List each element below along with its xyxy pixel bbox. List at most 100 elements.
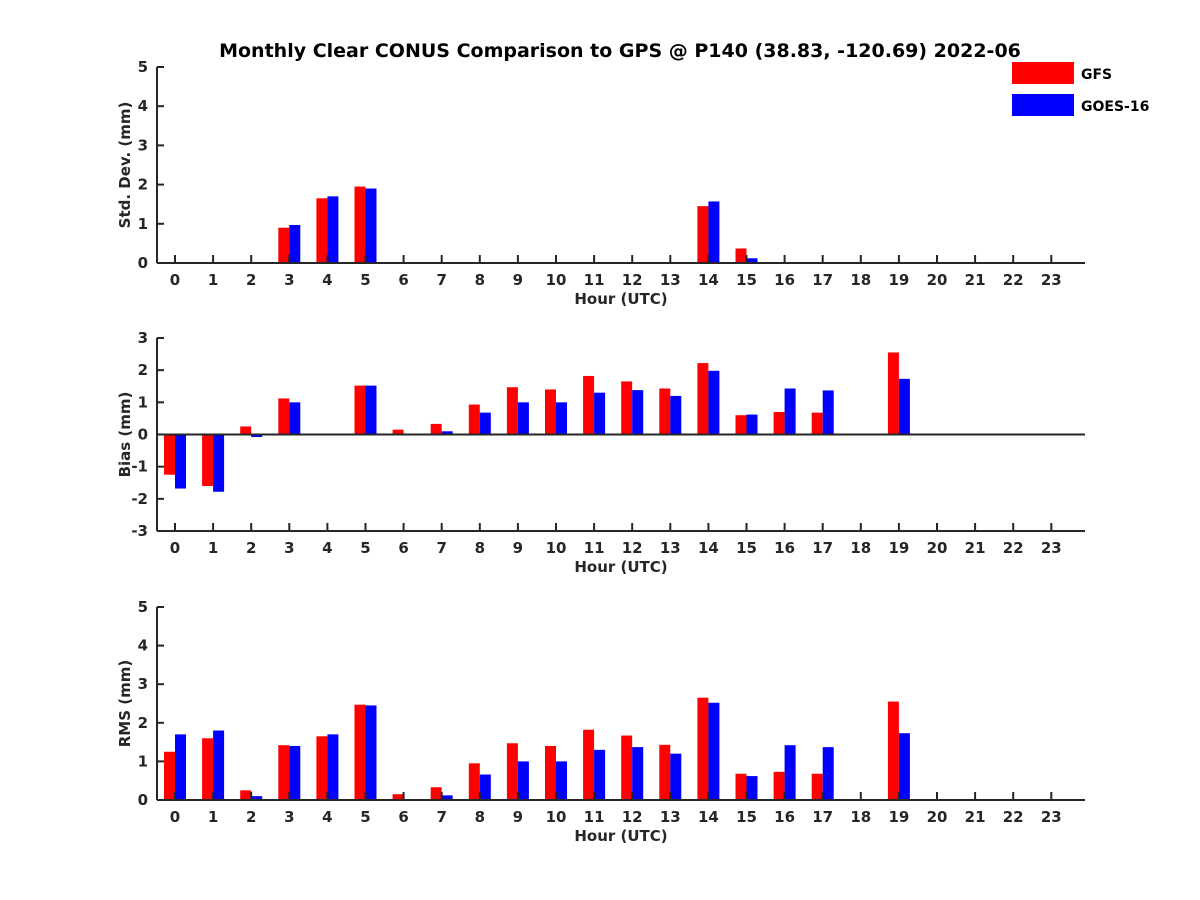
y-tick-label: -1 [131, 458, 148, 476]
bar-gfs-hour-5 [354, 186, 366, 263]
y-tick-label: 4 [138, 97, 148, 115]
x-tick-label: 18 [850, 271, 871, 289]
x-tick-label: 22 [1003, 808, 1024, 826]
bar-gfs-hour-11 [583, 729, 595, 800]
bar-goes16-hour-13 [670, 753, 682, 800]
bar-gfs-hour-8 [468, 404, 480, 435]
x-tick-label: 15 [736, 808, 757, 826]
x-tick-label: 12 [622, 539, 643, 557]
x-tick-label: 12 [622, 808, 643, 826]
bar-gfs-hour-0 [164, 434, 175, 475]
bar-gfs-hour-14 [697, 363, 709, 435]
x-tick-label: 6 [398, 808, 408, 826]
bar-gfs-hour-14 [697, 206, 709, 263]
x-tick-label: 10 [546, 808, 567, 826]
bar-goes16-hour-14 [708, 370, 720, 435]
x-tick-label: 2 [246, 539, 256, 557]
x-tick-label: 17 [812, 539, 833, 557]
x-tick-label: 2 [246, 808, 256, 826]
x-tick-label: 4 [322, 808, 332, 826]
y-tick-label: 3 [138, 329, 148, 347]
bar-gfs-hour-1 [202, 738, 214, 800]
bar-goes16-hour-0 [175, 734, 186, 800]
bar-goes16-hour-15 [746, 258, 758, 263]
y-tick-label: 3 [138, 675, 148, 693]
bar-goes16-hour-11 [594, 392, 606, 435]
bar-goes16-hour-7 [441, 431, 453, 435]
x-tick-label: 7 [436, 539, 446, 557]
bar-goes16-hour-5 [365, 385, 377, 435]
x-tick-label: 5 [360, 808, 370, 826]
bar-gfs-hour-8 [468, 763, 480, 800]
bar-gfs-hour-1 [202, 434, 214, 486]
x-tick-label: 10 [546, 539, 567, 557]
bar-goes16-hour-19 [898, 733, 910, 800]
x-tick-label: 0 [170, 271, 180, 289]
bar-gfs-hour-6 [392, 794, 404, 800]
x-tick-label: 15 [736, 271, 757, 289]
y-axis-label: Bias (mm) [116, 392, 134, 478]
bar-goes16-hour-1 [213, 434, 225, 492]
bar-goes16-hour-4 [327, 734, 339, 800]
x-tick-label: 8 [475, 539, 485, 557]
x-tick-label: 21 [965, 539, 986, 557]
bar-goes16-hour-10 [556, 402, 567, 435]
bar-goes16-hour-15 [746, 414, 758, 435]
x-tick-label: 1 [208, 539, 218, 557]
bar-gfs-hour-7 [430, 787, 442, 800]
bar-gfs-hour-9 [506, 387, 518, 435]
x-tick-label: 23 [1041, 539, 1062, 557]
bar-gfs-hour-19 [887, 701, 899, 800]
x-tick-label: 14 [698, 271, 719, 289]
x-axis-label: Hour (UTC) [574, 827, 667, 845]
x-tick-label: 20 [927, 808, 948, 826]
bar-goes16-hour-16 [784, 745, 796, 800]
x-tick-label: 0 [170, 539, 180, 557]
bar-gfs-hour-4 [316, 198, 328, 263]
bar-goes16-hour-0 [175, 434, 186, 489]
bar-gfs-hour-10 [545, 389, 556, 435]
bar-gfs-hour-14 [697, 697, 709, 800]
y-tick-label: 2 [138, 714, 148, 732]
x-tick-label: 3 [284, 539, 294, 557]
bar-gfs-hour-16 [773, 771, 785, 800]
x-tick-label: 8 [475, 271, 485, 289]
bar-gfs-hour-16 [773, 411, 785, 435]
bar-goes16-hour-7 [441, 795, 453, 800]
bar-gfs-hour-2 [240, 790, 252, 800]
x-tick-label: 11 [584, 808, 605, 826]
bar-gfs-hour-17 [811, 412, 823, 435]
x-tick-label: 23 [1041, 808, 1062, 826]
x-tick-label: 22 [1003, 271, 1024, 289]
bar-gfs-hour-15 [735, 415, 747, 435]
bar-goes16-hour-15 [746, 776, 758, 800]
x-tick-label: 7 [436, 271, 446, 289]
bar-goes16-hour-9 [517, 761, 529, 800]
legend-label-gfs: GFS [1081, 67, 1112, 83]
x-tick-label: 22 [1003, 539, 1024, 557]
bar-goes16-hour-12 [632, 390, 644, 435]
x-tick-label: 19 [888, 271, 909, 289]
bar-gfs-hour-7 [430, 423, 442, 435]
x-tick-label: 21 [965, 271, 986, 289]
x-tick-label: 23 [1041, 271, 1062, 289]
x-tick-label: 1 [208, 271, 218, 289]
bar-goes16-hour-3 [289, 745, 301, 800]
x-tick-label: 16 [774, 539, 795, 557]
x-tick-label: 1 [208, 808, 218, 826]
bar-gfs-hour-19 [887, 352, 899, 435]
x-tick-label: 18 [850, 808, 871, 826]
bar-gfs-hour-17 [811, 773, 823, 800]
y-tick-label: 1 [138, 215, 148, 233]
x-tick-label: 3 [284, 808, 294, 826]
bar-goes16-hour-19 [898, 378, 910, 435]
y-axis-label: Std. Dev. (mm) [116, 102, 134, 229]
bar-goes16-hour-8 [479, 412, 491, 435]
bar-goes16-hour-5 [365, 188, 377, 263]
bar-goes16-hour-14 [708, 702, 720, 800]
y-tick-label: 5 [138, 58, 148, 76]
x-axis-label: Hour (UTC) [574, 558, 667, 576]
bar-goes16-hour-4 [327, 196, 339, 263]
x-tick-label: 14 [698, 539, 719, 557]
